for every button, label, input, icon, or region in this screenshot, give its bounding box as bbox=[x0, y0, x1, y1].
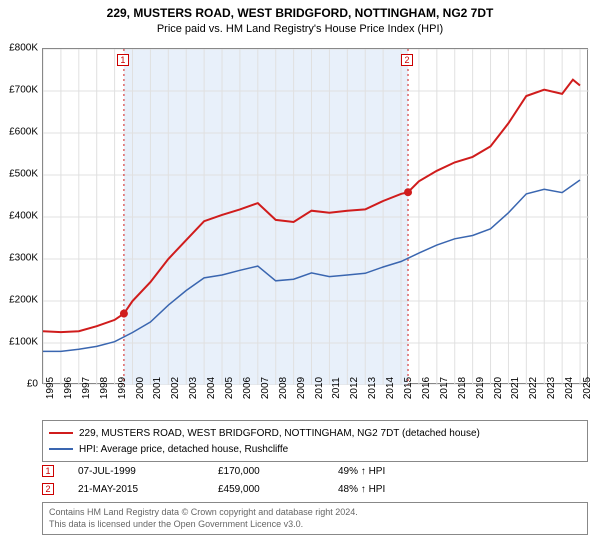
sales-delta: 49% ↑ HPI bbox=[338, 466, 458, 477]
legend-label-property: 229, MUSTERS ROAD, WEST BRIDGFORD, NOTTI… bbox=[79, 428, 480, 439]
x-tick-label: 2024 bbox=[564, 377, 575, 399]
x-tick-label: 2022 bbox=[528, 377, 539, 399]
sale-marker-box: 2 bbox=[401, 54, 413, 66]
sale-marker-box: 1 bbox=[117, 54, 129, 66]
sales-price: £170,000 bbox=[218, 466, 338, 477]
title-main: 229, MUSTERS ROAD, WEST BRIDGFORD, NOTTI… bbox=[0, 6, 600, 22]
x-tick-label: 2008 bbox=[278, 377, 289, 399]
legend-swatch-property bbox=[49, 432, 73, 434]
x-tick-label: 2012 bbox=[349, 377, 360, 399]
y-tick-label: £400K bbox=[0, 211, 38, 222]
x-tick-label: 2025 bbox=[582, 377, 593, 399]
x-tick-label: 2000 bbox=[135, 377, 146, 399]
x-tick-label: 2010 bbox=[314, 377, 325, 399]
x-tick-label: 1997 bbox=[81, 377, 92, 399]
y-tick-label: £600K bbox=[0, 127, 38, 138]
chart-svg bbox=[43, 49, 589, 385]
y-tick-label: £200K bbox=[0, 295, 38, 306]
sales-marker: 2 bbox=[42, 483, 54, 495]
legend: 229, MUSTERS ROAD, WEST BRIDGFORD, NOTTI… bbox=[42, 420, 588, 462]
footer-line-1: Contains HM Land Registry data © Crown c… bbox=[49, 507, 581, 519]
x-tick-label: 1999 bbox=[117, 377, 128, 399]
sales-date: 07-JUL-1999 bbox=[78, 466, 218, 477]
footer-attribution: Contains HM Land Registry data © Crown c… bbox=[42, 502, 588, 535]
x-tick-label: 2016 bbox=[421, 377, 432, 399]
title-block: 229, MUSTERS ROAD, WEST BRIDGFORD, NOTTI… bbox=[0, 0, 600, 36]
x-tick-label: 2007 bbox=[260, 377, 271, 399]
y-tick-label: £100K bbox=[0, 337, 38, 348]
x-tick-label: 1996 bbox=[63, 377, 74, 399]
y-tick-label: £700K bbox=[0, 85, 38, 96]
x-tick-label: 2021 bbox=[510, 377, 521, 399]
sales-date: 21-MAY-2015 bbox=[78, 484, 218, 495]
x-tick-label: 2018 bbox=[457, 377, 468, 399]
sales-delta: 48% ↑ HPI bbox=[338, 484, 458, 495]
x-tick-label: 1998 bbox=[99, 377, 110, 399]
sales-price: £459,000 bbox=[218, 484, 338, 495]
x-tick-label: 2019 bbox=[475, 377, 486, 399]
x-tick-label: 2003 bbox=[188, 377, 199, 399]
legend-item-property: 229, MUSTERS ROAD, WEST BRIDGFORD, NOTTI… bbox=[49, 425, 581, 441]
title-sub: Price paid vs. HM Land Registry's House … bbox=[0, 22, 600, 36]
x-tick-label: 2011 bbox=[331, 377, 342, 399]
chart-plot-area bbox=[42, 48, 588, 384]
legend-swatch-hpi bbox=[49, 448, 73, 450]
x-tick-label: 2004 bbox=[206, 377, 217, 399]
sales-row: 1 07-JUL-1999 £170,000 49% ↑ HPI bbox=[42, 462, 588, 480]
x-tick-label: 2017 bbox=[439, 377, 450, 399]
x-tick-label: 2023 bbox=[546, 377, 557, 399]
x-tick-label: 2009 bbox=[296, 377, 307, 399]
x-tick-label: 2006 bbox=[242, 377, 253, 399]
y-tick-label: £500K bbox=[0, 169, 38, 180]
x-tick-label: 2020 bbox=[493, 377, 504, 399]
sales-table: 1 07-JUL-1999 £170,000 49% ↑ HPI 2 21-MA… bbox=[42, 462, 588, 498]
y-tick-label: £300K bbox=[0, 253, 38, 264]
sales-row: 2 21-MAY-2015 £459,000 48% ↑ HPI bbox=[42, 480, 588, 498]
x-tick-label: 2001 bbox=[152, 377, 163, 399]
x-tick-label: 2015 bbox=[403, 377, 414, 399]
y-tick-label: £800K bbox=[0, 43, 38, 54]
y-tick-label: £0 bbox=[0, 379, 38, 390]
legend-item-hpi: HPI: Average price, detached house, Rush… bbox=[49, 441, 581, 457]
x-tick-label: 2013 bbox=[367, 377, 378, 399]
footer-line-2: This data is licensed under the Open Gov… bbox=[49, 519, 581, 531]
x-tick-label: 2002 bbox=[170, 377, 181, 399]
legend-label-hpi: HPI: Average price, detached house, Rush… bbox=[79, 444, 288, 455]
x-tick-label: 1995 bbox=[45, 377, 56, 399]
sales-marker: 1 bbox=[42, 465, 54, 477]
x-tick-label: 2014 bbox=[385, 377, 396, 399]
x-tick-label: 2005 bbox=[224, 377, 235, 399]
